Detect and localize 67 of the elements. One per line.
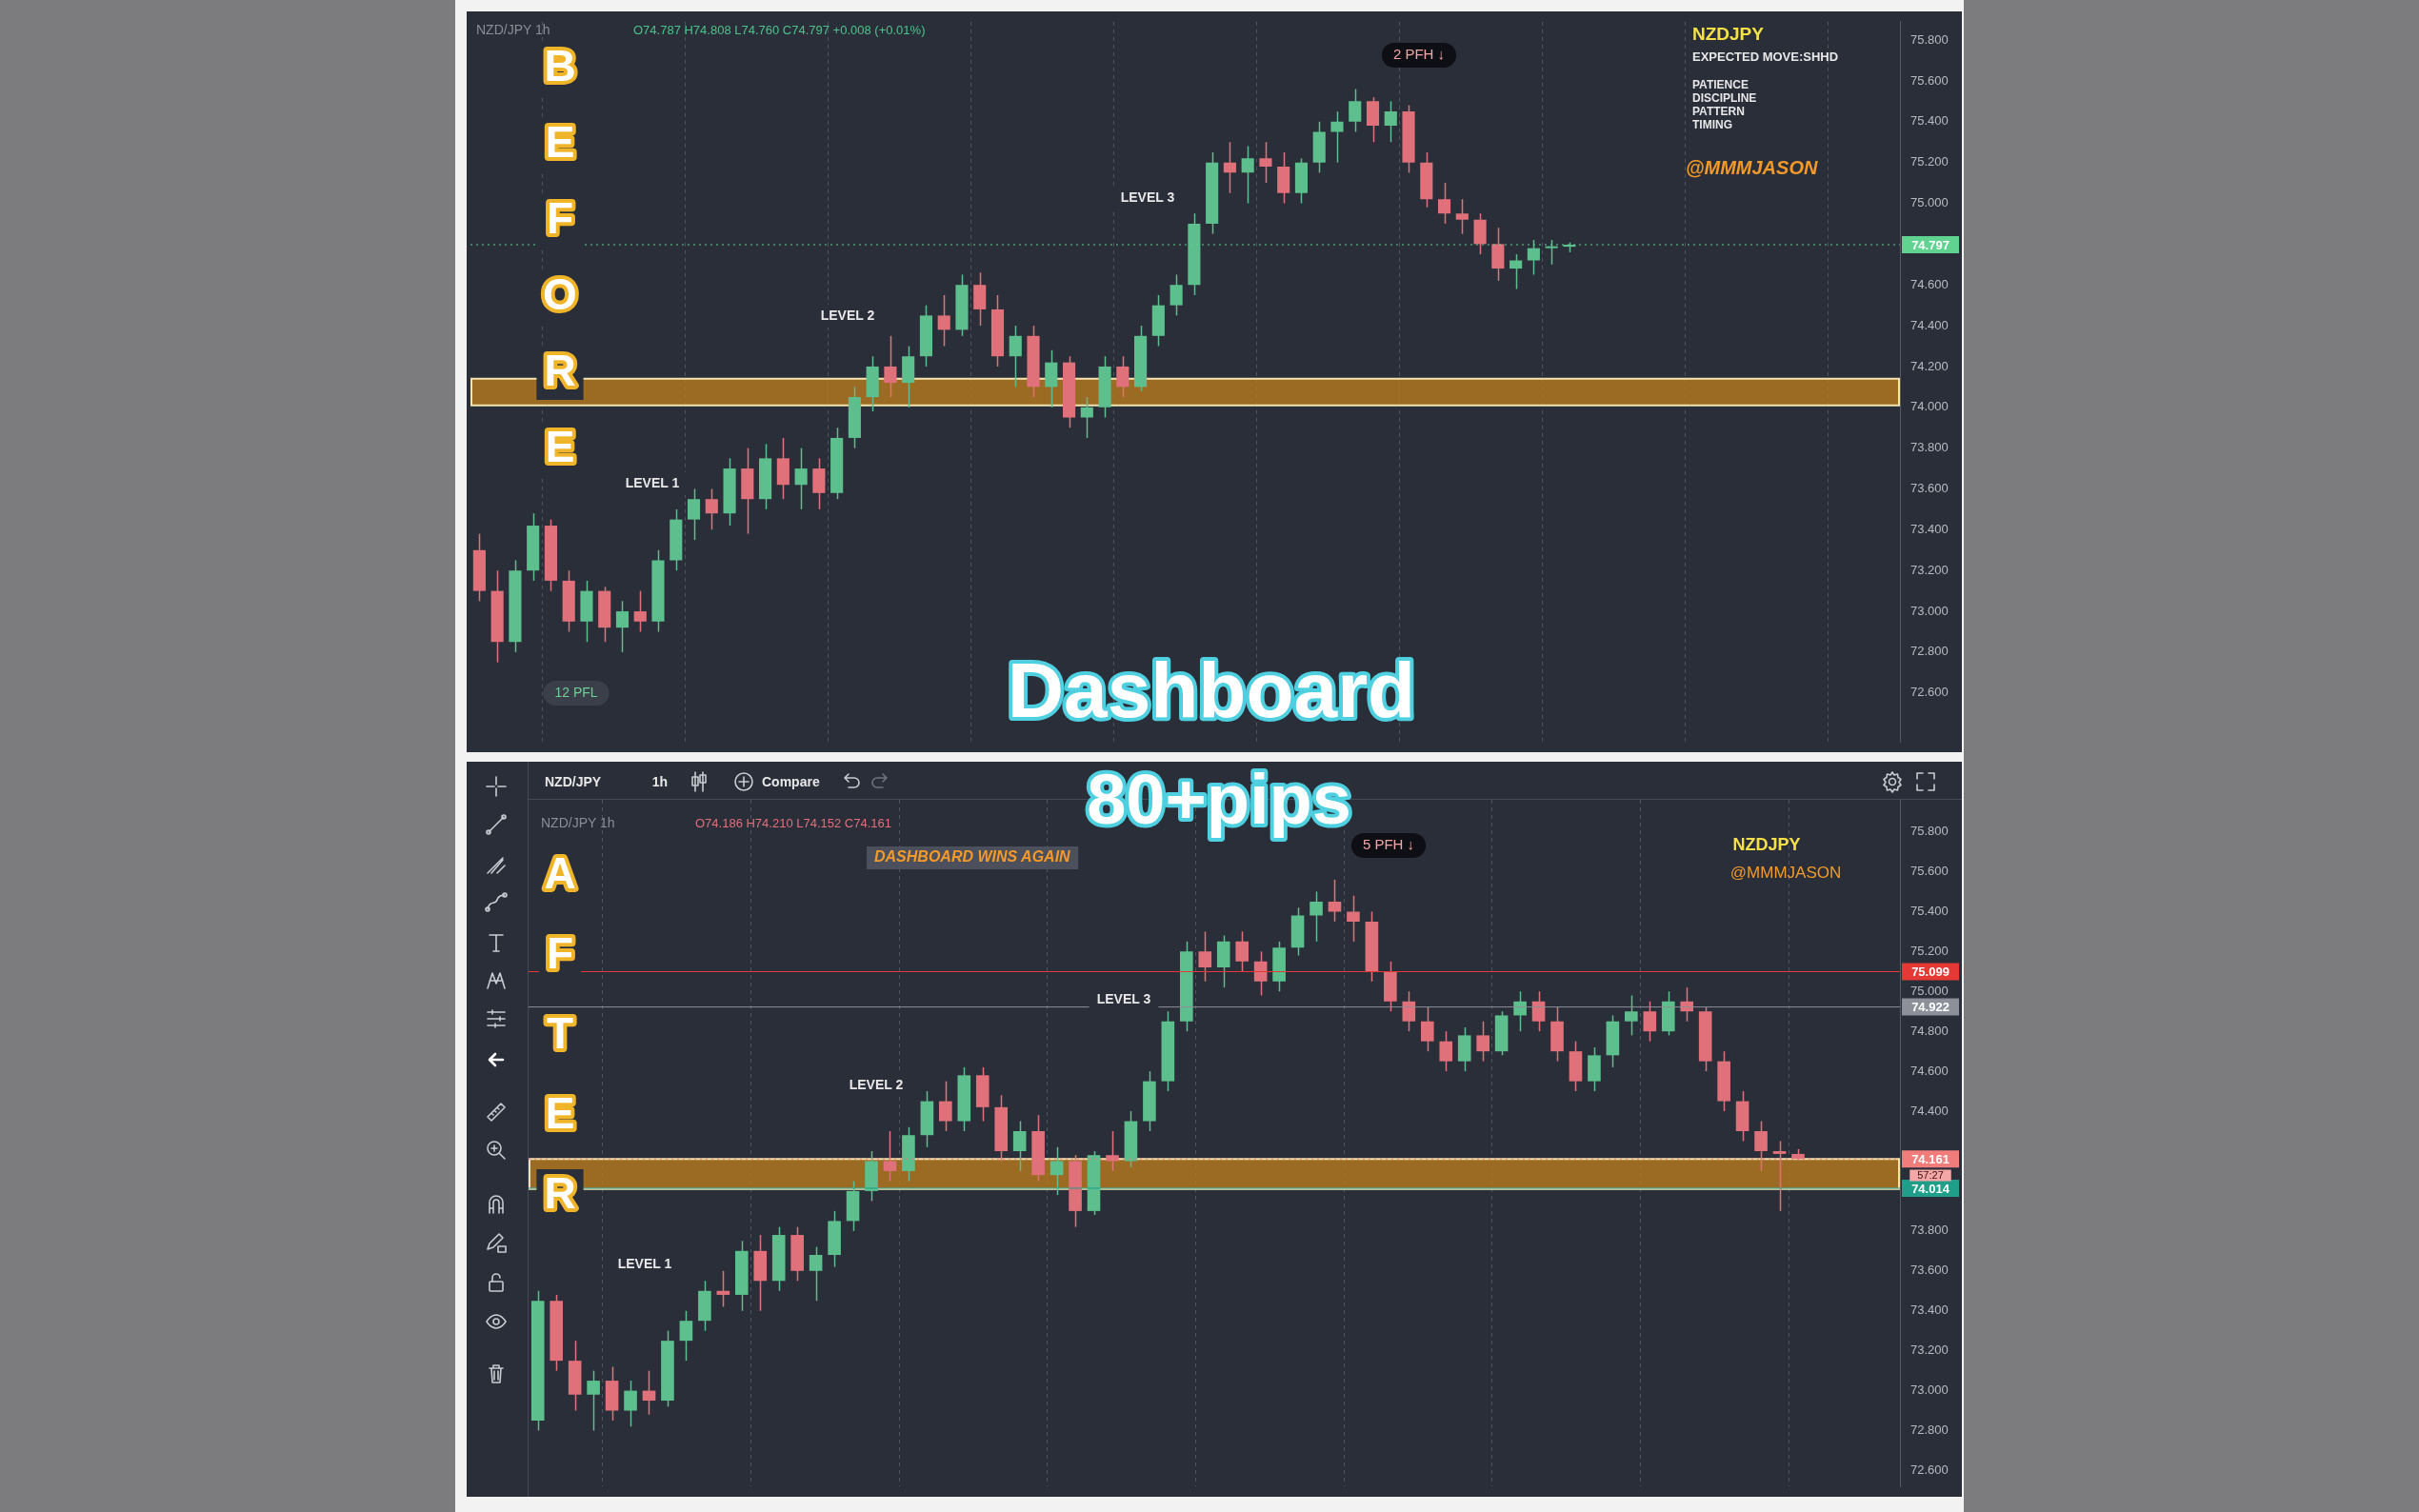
y-tick-label: 75.800 [1910, 31, 1949, 47]
text: 57:27 [1917, 1168, 1944, 1181]
annotation: 80+pips [1087, 760, 1351, 840]
ref-line-label: 75.099 [1911, 965, 1949, 980]
annotation: DISCIPLINE [1692, 91, 1757, 106]
annotation: PATTERN [1692, 105, 1745, 119]
y-tick-label: 74.000 [1910, 399, 1949, 414]
annotation: @MMMJASON [1729, 863, 1842, 882]
ref-line-label: 74.014 [1911, 1181, 1950, 1196]
text: Compare [762, 773, 820, 789]
y-tick-label: 74.600 [1910, 1063, 1949, 1078]
y-tick-label: 75.400 [1910, 903, 1949, 918]
y-tick-label: 74.600 [1910, 276, 1949, 291]
y-tick-label: 73.000 [1910, 603, 1949, 618]
y-tick-label: 72.800 [1910, 1422, 1949, 1438]
annotation: @MMMJASON [1686, 156, 1818, 178]
annotation: EXPECTED MOVE:SHHD [1692, 49, 1839, 64]
annotation: Dashboard [1007, 646, 1416, 733]
y-tick-label: 74.400 [1910, 317, 1949, 332]
annotation: DASHBOARD WINS AGAIN [874, 848, 1071, 865]
y-tick-label: 74.200 [1910, 358, 1949, 373]
annotation: AFTER [544, 847, 576, 1218]
y-tick-label: 73.800 [1910, 440, 1949, 455]
annotation: O74.186 H74.210 L74.152 C74.161 [695, 815, 892, 830]
annotation: NZD/JPY 1h [541, 814, 615, 830]
annotation: PATIENCE [1692, 78, 1749, 92]
annotation: NZDJPY [1732, 834, 1801, 854]
y-tick-label: 73.600 [1910, 1263, 1949, 1278]
annotation: LEVEL 2 [820, 307, 875, 323]
annotation: 5 PFH ↓ [1362, 836, 1415, 853]
y-tick-label: 75.400 [1910, 113, 1949, 129]
text: 1h [651, 773, 669, 789]
y-tick-label: 72.600 [1910, 685, 1949, 700]
y-tick-label: 74.800 [1910, 1023, 1949, 1038]
annotation: 2 PFH ↓ [1392, 46, 1446, 63]
ref-line-label: 74.161 [1911, 1151, 1949, 1166]
annotation: NZDJPY [1692, 24, 1765, 45]
y-tick-label: 73.400 [1910, 1303, 1949, 1318]
y-tick-label: 75.200 [1910, 154, 1949, 169]
annotation: LEVEL 3 [1120, 189, 1175, 205]
y-tick-label: 73.400 [1910, 521, 1949, 536]
y-tick-label: 75.600 [1910, 864, 1949, 879]
ref-line-label: 74.797 [1911, 237, 1949, 252]
y-tick-label: 73.200 [1910, 562, 1949, 577]
y-tick-label: 73.600 [1910, 481, 1949, 496]
annotation: 12 PFL [554, 684, 598, 700]
y-tick-label: 75.600 [1910, 72, 1949, 88]
annotation: NZD/JPY 1h [476, 21, 550, 37]
y-tick-label: 75.200 [1910, 943, 1949, 958]
y-tick-label: 73.000 [1910, 1383, 1949, 1398]
annotation: LEVEL 3 [1096, 990, 1151, 1006]
annotation: BEFORE [543, 40, 577, 471]
y-tick-label: 72.800 [1910, 644, 1949, 659]
annotation: TIMING [1692, 118, 1732, 132]
y-tick-label: 75.000 [1910, 195, 1949, 210]
annotation: O74.787 H74.808 L74.760 C74.797 +0.008 (+0.01%) [633, 22, 926, 37]
y-tick-label: 73.800 [1910, 1223, 1949, 1238]
y-tick-label: 75.800 [1910, 824, 1949, 839]
y-tick-label: 75.000 [1910, 983, 1949, 998]
y-tick-label: 74.400 [1910, 1103, 1949, 1118]
text: NZD/JPY [545, 773, 602, 789]
y-tick-label: 73.200 [1910, 1343, 1949, 1358]
ref-line-label: 74.922 [1911, 1000, 1949, 1015]
y-tick-label: 72.600 [1910, 1462, 1949, 1478]
annotation: LEVEL 2 [849, 1076, 904, 1092]
annotation: LEVEL 1 [617, 1255, 672, 1271]
annotation: LEVEL 1 [625, 474, 680, 490]
